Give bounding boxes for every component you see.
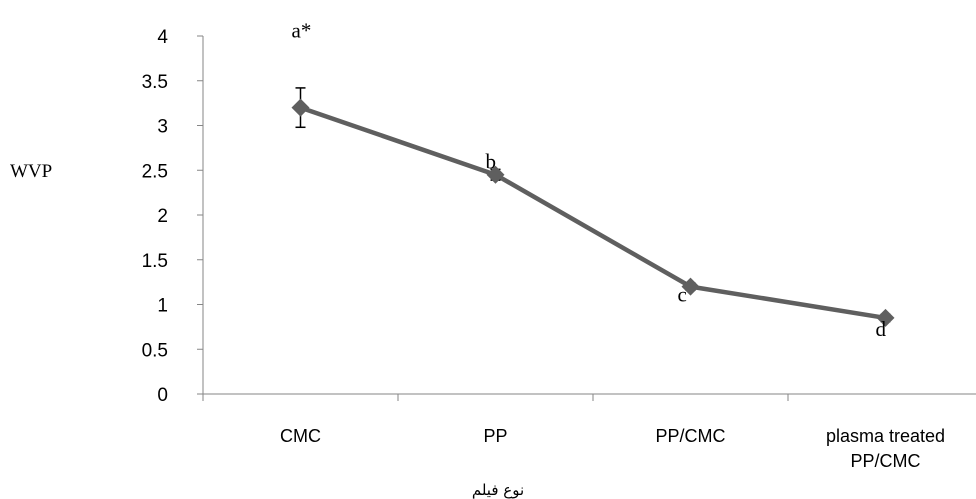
data-label: a* [292, 19, 312, 43]
y-tick-label: 3.5 [142, 72, 168, 93]
x-tick-label: PP/CMC [655, 426, 725, 446]
data-label: b [486, 150, 497, 174]
y-tick-label: 1.5 [142, 251, 168, 272]
y-tick-label: 2.5 [142, 161, 168, 182]
y-tick-label: 0 [157, 385, 168, 406]
x-axis-title: نوع فیلم [472, 481, 524, 499]
x-tick-label: CMC [280, 426, 321, 446]
y-axis-ticks: 0 0.5 1 1.5 2 2.5 3 3.5 4 [142, 27, 203, 406]
x-axis-ticks: CMC PP PP/CMC plasma treated PP/CMC [203, 394, 976, 471]
series-line [301, 108, 886, 318]
y-axis-title: WVP [10, 161, 52, 182]
x-tick-label: plasma treated PP/CMC [826, 426, 945, 471]
y-tick-label: 1 [157, 296, 168, 317]
series-layer: a* b c d [292, 19, 895, 341]
y-axis: 0 0.5 1 1.5 2 2.5 3 3.5 4 [142, 27, 203, 406]
data-label: c [678, 283, 687, 307]
y-tick-label: 0.5 [142, 340, 168, 361]
x-axis: CMC PP PP/CMC plasma treated PP/CMC [203, 394, 976, 471]
y-tick-label: 3 [157, 117, 168, 138]
y-tick-label: 4 [157, 27, 168, 48]
y-tick-label: 2 [157, 206, 168, 227]
x-tick-label: PP [483, 426, 507, 446]
data-point [292, 99, 310, 117]
data-label: d [876, 317, 887, 341]
